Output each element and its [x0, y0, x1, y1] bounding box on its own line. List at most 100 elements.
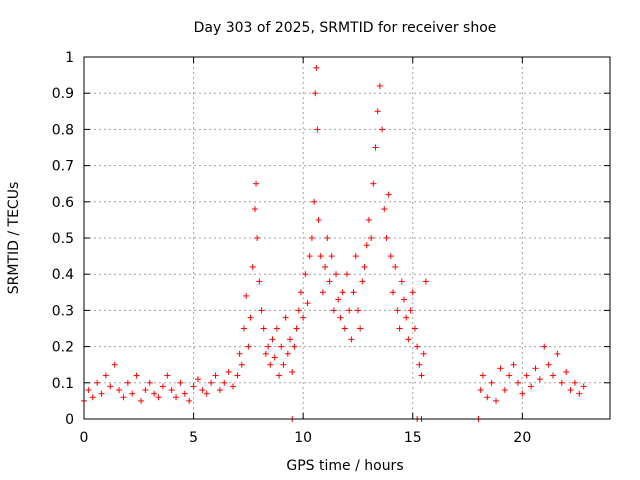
- data-point: [129, 390, 136, 397]
- data-point: [523, 372, 530, 379]
- data-point: [280, 361, 287, 368]
- data-point: [330, 307, 337, 314]
- data-point: [173, 394, 180, 401]
- data-point: [554, 350, 561, 357]
- x-axis-label: GPS time / hours: [286, 458, 403, 474]
- data-point: [164, 372, 171, 379]
- data-point: [319, 289, 326, 296]
- data-point: [247, 314, 254, 321]
- data-point: [312, 90, 319, 97]
- data-point: [181, 390, 188, 397]
- data-point: [254, 235, 261, 241]
- data-point: [337, 314, 344, 321]
- data-point: [203, 390, 210, 397]
- data-point: [102, 372, 109, 379]
- data-point: [341, 325, 348, 332]
- data-point: [372, 144, 379, 151]
- data-point: [293, 325, 300, 332]
- x-tick-label: 0: [80, 430, 89, 446]
- y-axis-label: SRMTID / TECUs: [6, 182, 22, 295]
- data-point: [146, 379, 153, 386]
- data-point: [580, 383, 587, 390]
- data-point: [528, 383, 535, 390]
- data-point: [240, 325, 247, 332]
- data-point: [199, 387, 206, 394]
- data-point: [488, 379, 495, 386]
- data-point: [326, 278, 333, 285]
- data-point: [85, 387, 92, 394]
- data-point: [297, 289, 304, 296]
- data-point: [479, 372, 486, 379]
- data-point: [357, 325, 364, 332]
- data-point: [390, 289, 397, 296]
- data-point: [151, 390, 158, 397]
- data-point: [379, 126, 386, 133]
- data-point: [497, 365, 504, 372]
- data-point: [365, 216, 372, 223]
- x-tick-label: 10: [294, 430, 312, 446]
- y-tick-label: 0.8: [52, 122, 74, 138]
- data-point: [416, 361, 423, 368]
- data-point: [289, 368, 296, 375]
- data-point: [120, 394, 127, 401]
- data-point: [374, 108, 381, 115]
- y-tick-label: 0.5: [52, 231, 74, 247]
- data-point: [361, 263, 368, 270]
- data-point: [314, 126, 321, 133]
- data-point: [269, 336, 276, 343]
- data-point: [571, 379, 578, 386]
- data-point: [567, 387, 574, 394]
- x-tick-label: 20: [513, 430, 531, 446]
- data-point: [251, 206, 258, 213]
- data-point: [392, 263, 399, 270]
- data-point: [116, 387, 123, 394]
- data-point: [262, 350, 269, 357]
- data-point: [253, 180, 260, 187]
- data-point: [385, 191, 392, 198]
- data-point: [368, 235, 375, 241]
- chart-title: Day 303 of 2025, SRMTID for receiver sho…: [194, 20, 497, 36]
- y-tick-label: 0.6: [52, 195, 74, 211]
- data-point: [400, 296, 407, 303]
- data-point: [396, 325, 403, 332]
- data-point: [403, 314, 410, 321]
- data-point: [484, 394, 491, 401]
- data-point: [407, 307, 414, 314]
- data-point: [335, 296, 342, 303]
- x-tick-label: 15: [404, 430, 422, 446]
- data-point: [315, 216, 322, 223]
- data-point: [308, 235, 315, 241]
- data-point: [89, 394, 96, 401]
- data-point: [532, 365, 539, 372]
- data-point: [258, 307, 265, 314]
- data-point: [576, 390, 583, 397]
- y-tick-label: 0.9: [52, 86, 74, 102]
- data-point: [142, 387, 149, 394]
- y-tick-label: 0.2: [52, 340, 74, 356]
- data-point: [256, 278, 263, 285]
- data-point: [514, 379, 521, 386]
- data-point: [276, 372, 283, 379]
- y-tick-label: 0.1: [52, 376, 74, 392]
- data-point: [545, 361, 552, 368]
- data-point: [265, 343, 272, 350]
- data-point: [234, 372, 241, 379]
- data-point: [94, 379, 101, 386]
- data-point: [383, 235, 390, 241]
- data-point: [354, 307, 361, 314]
- data-point: [501, 387, 508, 394]
- data-point: [363, 242, 370, 249]
- data-points: [81, 64, 587, 422]
- data-point: [137, 397, 144, 404]
- data-point: [168, 387, 175, 394]
- plot-frame: [83, 56, 611, 420]
- data-point: [133, 372, 140, 379]
- data-point: [291, 343, 298, 350]
- data-point: [398, 278, 405, 285]
- y-tick-label: 0.4: [52, 267, 74, 283]
- data-point: [243, 292, 250, 299]
- data-point: [348, 336, 355, 343]
- data-point: [550, 372, 557, 379]
- data-point: [111, 361, 118, 368]
- data-point: [302, 271, 309, 278]
